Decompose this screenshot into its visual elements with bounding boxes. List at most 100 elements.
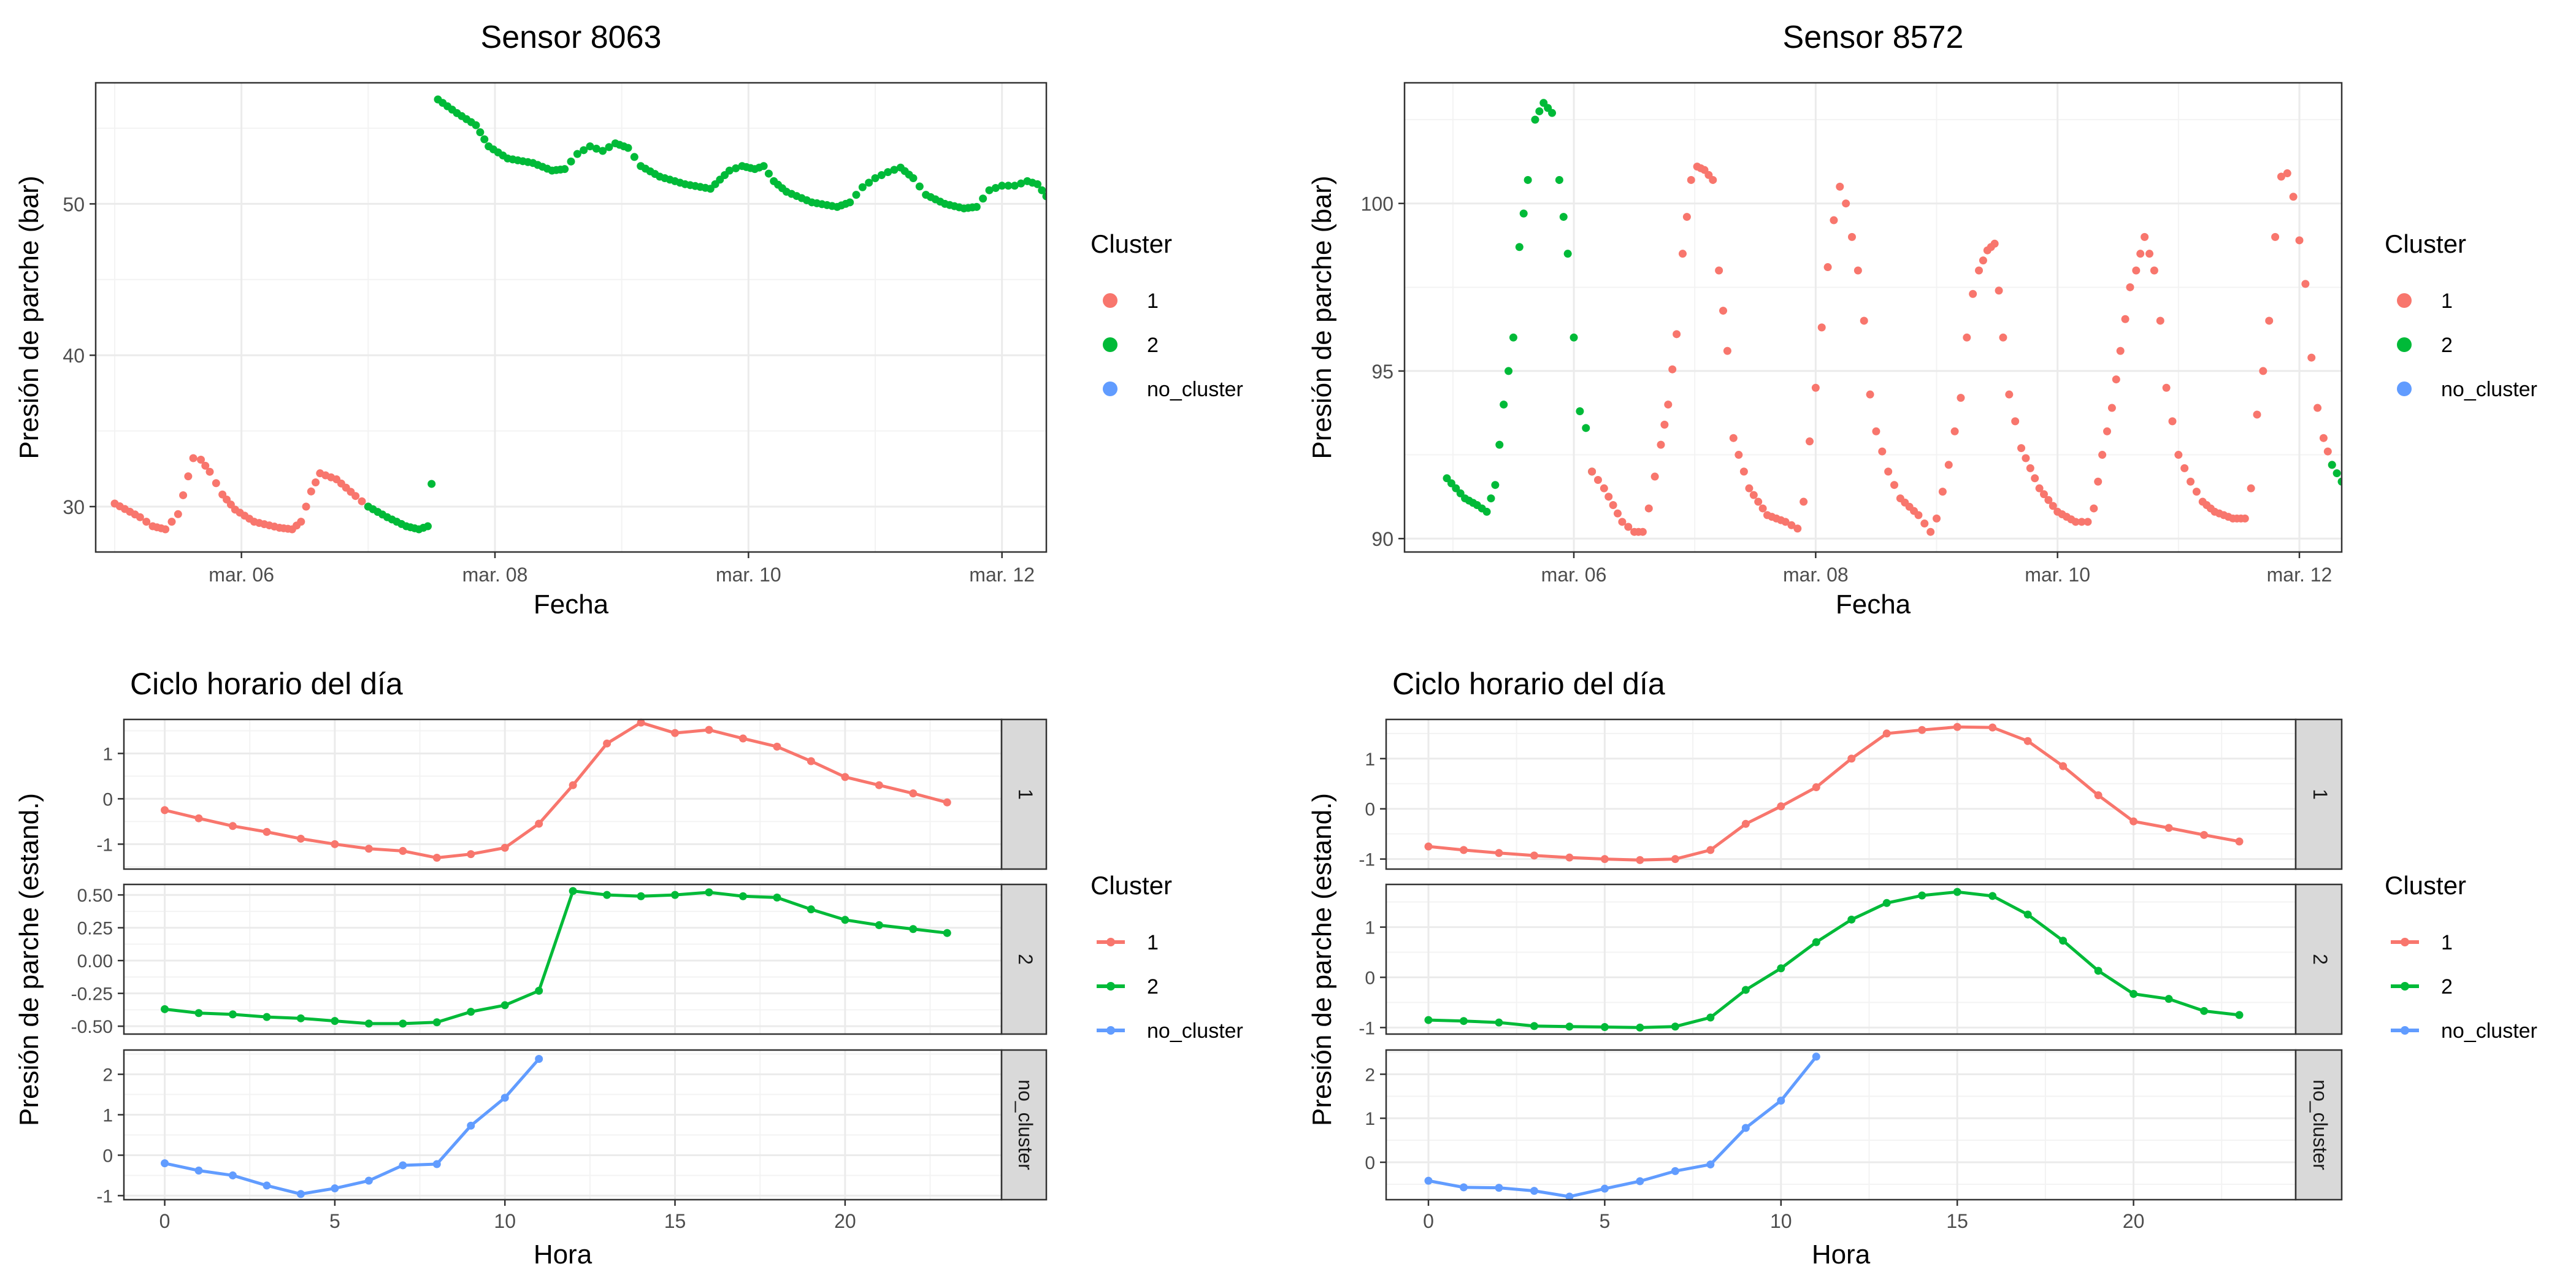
points-layer <box>110 95 1057 534</box>
panel-border <box>123 883 1003 1035</box>
data-point-no_cluster <box>467 1121 475 1130</box>
data-point-no_cluster <box>1812 1052 1820 1061</box>
data-point-cluster-1 <box>1749 491 1758 499</box>
data-point-1 <box>2059 762 2068 770</box>
data-point-1 <box>1741 819 1750 828</box>
facet-strip-label: 2 <box>2309 954 2331 965</box>
data-point-cluster-2 <box>1495 440 1504 449</box>
data-point-cluster-2 <box>1519 209 1528 218</box>
data-point-cluster-1 <box>1938 488 1947 496</box>
data-point-cluster-1 <box>1723 347 1731 355</box>
data-point-cluster-2 <box>1049 196 1057 204</box>
data-point-cluster-2 <box>423 522 432 531</box>
data-point-2 <box>943 929 951 937</box>
data-point-1 <box>1671 855 1679 864</box>
legend-label-no_cluster: no_cluster <box>2441 378 2537 401</box>
data-point-1 <box>1495 849 1503 857</box>
panel-border <box>1385 883 2297 1035</box>
data-point-cluster-1 <box>1600 484 1608 493</box>
data-point-cluster-2 <box>1509 333 1517 342</box>
data-point-cluster-1 <box>2132 266 2141 275</box>
data-point-cluster-1 <box>1715 266 1723 275</box>
x-tick-label: 5 <box>1599 1210 1610 1232</box>
legend-label-2: 2 <box>2441 975 2453 999</box>
data-point-cluster-1 <box>1604 493 1613 501</box>
data-point-cluster-2 <box>573 150 581 158</box>
legend-title: Cluster <box>2385 229 2466 258</box>
y-tick-label: 1 <box>102 744 113 764</box>
data-point-1 <box>194 814 203 822</box>
data-point-1 <box>738 734 747 743</box>
data-point-cluster-1 <box>1800 497 1808 506</box>
data-point-2 <box>705 888 713 897</box>
data-point-cluster-1 <box>1650 472 1659 481</box>
x-tick-label: 20 <box>834 1210 856 1232</box>
data-point-cluster-2 <box>979 194 987 203</box>
data-point-1 <box>1847 754 1856 763</box>
data-point-cluster-2 <box>1042 192 1046 201</box>
data-point-cluster-2 <box>480 135 489 144</box>
data-point-1 <box>1706 846 1715 854</box>
series-line-2 <box>1428 890 2240 1029</box>
x-axis-title: Fecha <box>534 589 609 619</box>
data-point-cluster-1 <box>1609 501 1617 509</box>
points-layer <box>1443 99 2446 536</box>
data-point-cluster-2 <box>890 166 899 174</box>
data-point-2 <box>500 1001 509 1010</box>
data-point-2 <box>1812 938 1820 946</box>
data-point-cluster-1 <box>1872 427 1880 435</box>
data-point-2 <box>1918 891 1926 900</box>
data-point-cluster-1 <box>2295 236 2304 245</box>
data-point-1 <box>1565 853 1574 862</box>
data-point-cluster-2 <box>1555 175 1563 184</box>
data-point-cluster-1 <box>1963 333 1971 342</box>
data-point-1 <box>1882 729 1891 738</box>
data-point-no_cluster <box>1495 1184 1503 1192</box>
legend-label-1: 1 <box>1147 931 1159 954</box>
data-point-cluster-1 <box>2017 444 2026 453</box>
data-point-cluster-1 <box>2031 474 2039 483</box>
data-point-cluster-1 <box>1914 511 1923 519</box>
facet-2: 2 0.50 0.25 0.00 -0.25 -0.50 <box>71 883 1048 1037</box>
data-point-cluster-2 <box>846 198 854 207</box>
y-axis-title: Presión de parche (bar) <box>1307 175 1337 459</box>
legend-key-point <box>1106 1026 1115 1035</box>
legend-label-no_cluster: no_cluster <box>2441 1019 2537 1043</box>
data-point-cluster-1 <box>2145 250 2154 258</box>
y-axis-title: Presión de parche (estand.) <box>14 793 44 1126</box>
data-point-1 <box>875 781 883 789</box>
data-point-cluster-2 <box>2438 210 2446 218</box>
scatter-panel: mar. 06 mar. 08 mar. 10 mar. 12 90 95 100 Senso… <box>1307 20 2446 619</box>
x-tick-label: mar. 12 <box>2267 564 2333 586</box>
data-point-cluster-2 <box>1038 186 1046 194</box>
data-point-cluster-1 <box>1664 401 1673 409</box>
y-tick-label: 0 <box>102 1146 113 1166</box>
chart-title: Sensor 8572 <box>1783 20 1964 55</box>
data-point-cluster-1 <box>1678 250 1687 258</box>
data-point-cluster-1 <box>2039 490 2048 499</box>
data-point-1 <box>161 806 169 815</box>
data-point-cluster-1 <box>2026 464 2034 472</box>
data-point-cluster-1 <box>1657 440 1665 449</box>
data-point-2 <box>1988 892 1997 900</box>
data-point-cluster-1 <box>1613 509 1622 518</box>
data-point-cluster-1 <box>1969 289 1977 298</box>
data-point-2 <box>2164 995 2173 1003</box>
data-point-cluster-2 <box>1524 175 1532 184</box>
chart-title: Sensor 8063 <box>481 20 662 55</box>
data-point-cluster-2 <box>2415 178 2423 186</box>
chart-title: Ciclo horario del día <box>1392 667 1665 701</box>
y-tick-label: 1 <box>1365 1109 1375 1129</box>
series-line-1 <box>164 721 948 860</box>
data-point-2 <box>1565 1022 1574 1031</box>
data-point-1 <box>841 773 849 781</box>
data-point-cluster-1 <box>2049 502 2057 510</box>
legend: Cluster 1 2 no_cluster <box>2385 871 2537 1043</box>
data-point-cluster-2 <box>2423 167 2431 175</box>
data-point-cluster-2 <box>972 202 981 211</box>
facet-strip <box>2294 883 2343 1035</box>
data-point-cluster-1 <box>1793 524 1802 533</box>
x-tick-label: 0 <box>1423 1210 1434 1232</box>
